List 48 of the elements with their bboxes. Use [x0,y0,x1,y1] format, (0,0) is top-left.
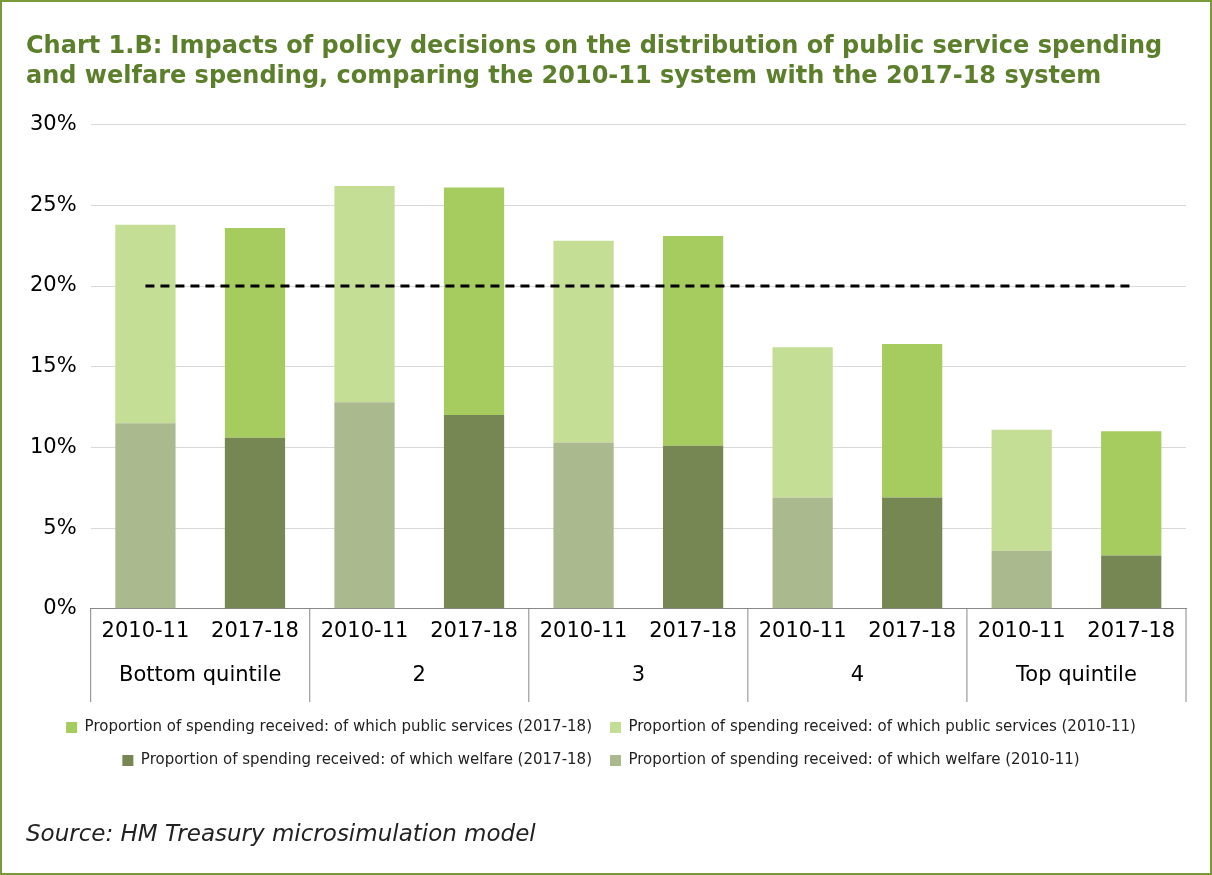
legend-label: Proportion of spending received: of which welfare (2017-18) [140,750,593,769]
bar [553,240,614,443]
y-tick-label: 10% [29,433,77,458]
bar [334,185,395,403]
text: 2 [412,662,426,687]
bar [443,187,505,416]
text: Bottom quintile [119,662,282,687]
text: 4 [850,662,865,687]
legend-label: Proportion of spending received: of which public services (2010-11) [628,717,1136,736]
text: 3 [631,662,646,687]
x-tick-label: 2017-18 [868,617,957,642]
x-tick-label: 2017-18 [649,617,737,642]
bar [115,224,176,424]
legend-label: Proportion of spending received: of which welfare (2010-11) [628,750,1080,769]
x-tick-label: 2010-11 [320,617,409,642]
bar [334,402,395,609]
y-tick-label: 25% [29,191,77,216]
bar [115,423,176,609]
bar [662,235,724,446]
x-tick-label: 2010-11 [977,617,1066,642]
x-tick-label: 2010-11 [539,617,628,642]
chart-title: Chart 1.B: Impacts of policy decisions on the distribution of public service spending and welfare spending, comparing the 2010-11 system with the 2017-18 system [26,30,1164,90]
bar [882,344,943,498]
x-tick-label: 2017-18 [1087,617,1176,642]
bar [772,497,833,609]
bar [991,550,1052,609]
y-tick-label: 20% [29,272,77,297]
y-tick-label: 5% [43,514,77,539]
bar [443,415,505,609]
bar [1101,431,1162,556]
bar [1101,555,1162,609]
bar [772,347,833,498]
y-tick-label: 30% [29,111,77,136]
x-tick-label: 2010-11 [758,617,847,642]
source-note: Source: HM Treasury microsimulation model [26,820,536,846]
bar [991,429,1052,551]
bar [224,437,286,609]
y-tick-label: 0% [43,595,77,620]
x-tick-label: 2017-18 [211,617,299,642]
bar [662,445,724,609]
x-tick-label: 2017-18 [430,617,518,642]
legend-label: Proportion of spending received: of which public services (2017-18) [84,717,593,736]
x-tick-label: 2010-11 [101,617,190,642]
bar [553,442,614,609]
bar [224,227,286,438]
text: Top quintile [1015,662,1137,687]
bar [882,497,943,609]
y-tick-label: 15% [29,353,77,378]
